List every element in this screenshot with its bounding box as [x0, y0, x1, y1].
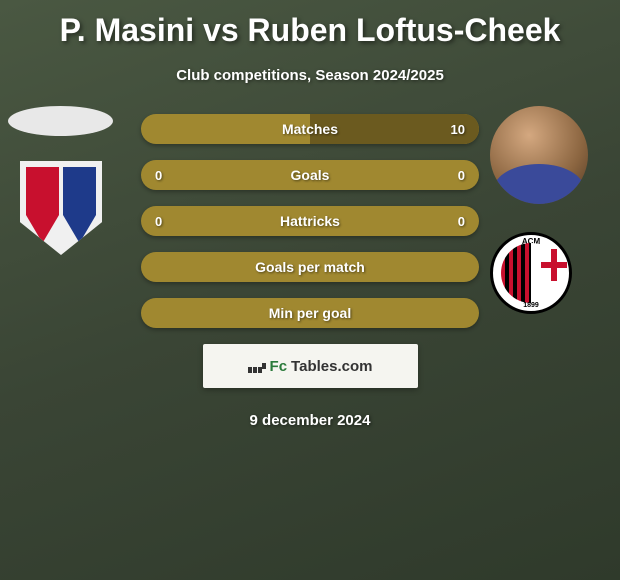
stat-label: Matches: [141, 121, 479, 137]
brand-part-green: Fc: [270, 358, 288, 375]
comparison-content: ACM 1899 Matches100Goals00Hattricks0Goal…: [0, 114, 620, 328]
club-badge-genoa: [20, 161, 102, 255]
player-left-column: [8, 106, 113, 255]
stat-row: Matches10: [141, 114, 479, 144]
stat-row: 0Hattricks0: [141, 206, 479, 236]
stat-row: 0Goals0: [141, 160, 479, 190]
source-attribution: FcTables.com: [203, 344, 418, 388]
club-badge-milan: ACM 1899: [490, 232, 572, 314]
player-right-column: ACM 1899: [490, 106, 588, 314]
stat-value-right: 10: [451, 122, 465, 137]
comparison-subtitle: Club competitions, Season 2024/2025: [0, 67, 620, 84]
player-left-avatar: [8, 106, 113, 136]
stat-value-right: 0: [458, 214, 465, 229]
stat-label: Goals per match: [141, 259, 479, 275]
chart-icon: [248, 359, 266, 373]
stat-value-right: 0: [458, 168, 465, 183]
stat-row: Min per goal: [141, 298, 479, 328]
comparison-title: P. Masini vs Ruben Loftus-Cheek: [0, 0, 620, 49]
stat-label: Goals: [141, 167, 479, 183]
brand-part-dark: Tables.com: [291, 358, 372, 375]
stat-row: Goals per match: [141, 252, 479, 282]
player-right-avatar: [490, 106, 588, 204]
stats-container: Matches100Goals00Hattricks0Goals per mat…: [141, 114, 479, 328]
comparison-date: 9 december 2024: [0, 412, 620, 429]
stat-label: Hattricks: [141, 213, 479, 229]
stat-label: Min per goal: [141, 305, 479, 321]
